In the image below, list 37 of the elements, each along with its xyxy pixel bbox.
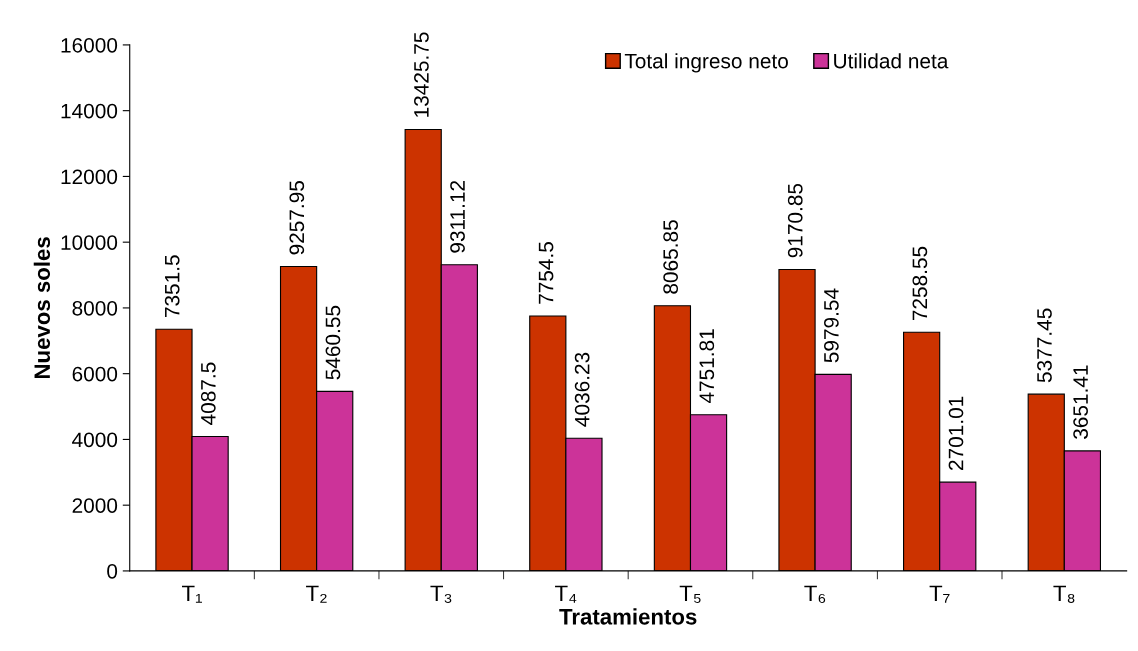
x-tick-label: T₂ [306, 585, 327, 603]
y-tick-label: 8000 [72, 300, 118, 316]
data-label: 13425.75 [414, 32, 429, 117]
data-label: 5377.45 [1037, 308, 1052, 383]
x-axis-title: Tratamientos [559, 608, 697, 625]
data-label: 9311.12 [450, 180, 465, 253]
x-tick-label: T₃ [430, 585, 452, 603]
x-tick-label: T₁ [182, 585, 202, 603]
data-label: 5979.54 [824, 288, 839, 363]
legend-label: Total ingreso neto [624, 53, 788, 73]
data-label: 4087.5 [200, 362, 216, 425]
x-tick-label: T₇ [929, 585, 950, 603]
y-tick-label: 12000 [61, 169, 118, 185]
x-tick-label: T₄ [555, 585, 577, 603]
data-label: 8065.85 [663, 220, 679, 294]
legend-label: Utilidad neta [834, 53, 949, 69]
y-tick-label: 4000 [72, 432, 118, 448]
x-tick-label: T₈ [1053, 585, 1075, 603]
y-tick-label: 10000 [61, 235, 118, 250]
x-tick-label: T₆ [804, 585, 826, 603]
x-tick-label: T₅ [679, 585, 701, 603]
y-tick-label: 2000 [72, 498, 118, 513]
data-label: 7351.5 [164, 255, 180, 318]
y-axis-title: Nuevos soles [33, 237, 51, 379]
data-label: 3651.41 [1073, 365, 1088, 439]
y-tick-label: 14000 [61, 103, 118, 119]
data-label: 4751.81 [699, 329, 715, 404]
data-label: 5460.55 [325, 305, 341, 380]
data-label: 7258.55 [912, 246, 928, 321]
data-label: 4036.23 [574, 352, 590, 427]
data-label: 9257.95 [289, 181, 305, 255]
y-tick-label: 16000 [61, 37, 118, 53]
data-label: 2701.01 [948, 396, 964, 470]
data-label: 7754.5 [538, 242, 554, 304]
y-tick-label: 6000 [72, 366, 118, 382]
y-tick-label: 0 [107, 563, 118, 579]
data-label: 9170.85 [787, 183, 803, 258]
